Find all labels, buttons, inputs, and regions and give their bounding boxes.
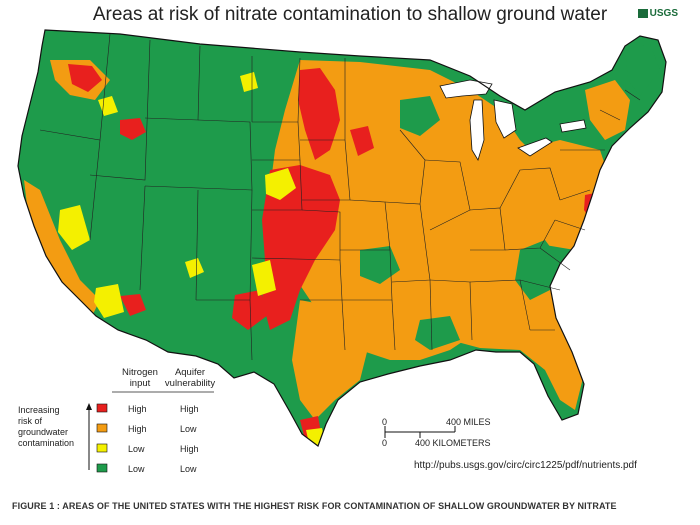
lake-michigan <box>469 99 485 161</box>
figure-caption: FIGURE 1 : AREAS OF THE UNITED STATES WI… <box>12 501 617 511</box>
lake-ontario <box>559 119 587 133</box>
region-northwest-red <box>68 64 102 92</box>
region-texas-orange <box>292 300 370 420</box>
region-montana-yellow <box>240 72 258 92</box>
legend-row1-aquifer: High <box>180 404 199 414</box>
region-minnesota-red <box>350 126 374 156</box>
region-arizona-yellow <box>94 284 124 318</box>
legend-swatch-high-low <box>96 423 108 433</box>
usgs-logo: USGS <box>637 8 678 19</box>
region-westtexas-yellow <box>252 260 276 296</box>
legend-row4-nitrogen: Low <box>128 464 145 474</box>
legend-side-line1: Increasing <box>18 405 60 415</box>
lake-superior <box>439 79 493 99</box>
region-idaho-red <box>120 118 146 140</box>
great-lakes <box>439 79 587 161</box>
region-gulf-green <box>415 316 460 350</box>
us-map: Nitrogen input Aquifer vulnerability Inc… <box>17 29 667 474</box>
legend-col2-header-line2: vulnerability <box>165 378 215 389</box>
legend-row2-aquifer: Low <box>180 424 197 434</box>
legend-row2-nitrogen: High <box>128 424 147 434</box>
legend-row1-nitrogen: High <box>128 404 147 414</box>
region-appalachia-green <box>515 240 560 300</box>
legend-row4-aquifer: Low <box>180 464 197 474</box>
region-nebraska-yellow <box>265 168 296 200</box>
legend-side-line2: risk of <box>18 416 43 426</box>
region-northeast-orange <box>585 80 630 140</box>
region-newengland-green <box>625 44 660 96</box>
legend-side-line4: contamination <box>18 438 74 448</box>
region-colorado-yellow <box>185 258 204 278</box>
lake-huron <box>493 99 517 139</box>
legend: Nitrogen input Aquifer vulnerability Inc… <box>18 367 215 474</box>
legend-swatch-low-low <box>96 463 108 473</box>
scale-km-label: 400 KILOMETERS <box>415 438 491 448</box>
region-wisconsin-green <box>400 96 440 136</box>
legend-col1-header-line2: input <box>130 378 151 389</box>
region-nevada-yellow <box>58 205 90 250</box>
risk-regions <box>18 30 666 446</box>
legend-col1-header-line1: Nitrogen <box>122 367 158 378</box>
region-dakota-red <box>298 68 340 160</box>
map-title: Areas at risk of nitrate contamination t… <box>92 4 608 25</box>
state-borders <box>39 33 641 361</box>
scale-zero-km: 0 <box>382 438 387 448</box>
region-california-orange <box>24 180 100 320</box>
map-figure: Nitrogen input Aquifer vulnerability Inc… <box>17 4 678 474</box>
legend-swatch-low-high <box>96 443 108 453</box>
usgs-mark-icon <box>637 9 648 18</box>
legend-row3-nitrogen: Low <box>128 444 145 454</box>
usgs-logo-text: USGS <box>649 8 678 19</box>
legend-col2-header-line1: Aquifer <box>175 367 205 378</box>
legend-row3-aquifer: High <box>180 444 199 454</box>
legend-swatch-high-high <box>96 403 108 413</box>
lake-erie <box>517 137 553 157</box>
region-southeast-orange <box>450 270 585 410</box>
legend-side-line3: groundwater <box>18 427 68 437</box>
scale-bar: 0 0 400 MILES 400 KILOMETERS <box>382 417 491 448</box>
region-plains-red <box>262 165 340 330</box>
legend-up-arrow-icon <box>86 403 92 470</box>
scale-zero-miles: 0 <box>382 417 387 427</box>
scale-miles-label: 400 MILES <box>446 417 491 427</box>
region-arizona-red <box>120 294 146 316</box>
region-delmarva-red <box>584 192 604 222</box>
source-url: http://pubs.usgs.gov/circ/circ1225/pdf/n… <box>414 460 637 471</box>
